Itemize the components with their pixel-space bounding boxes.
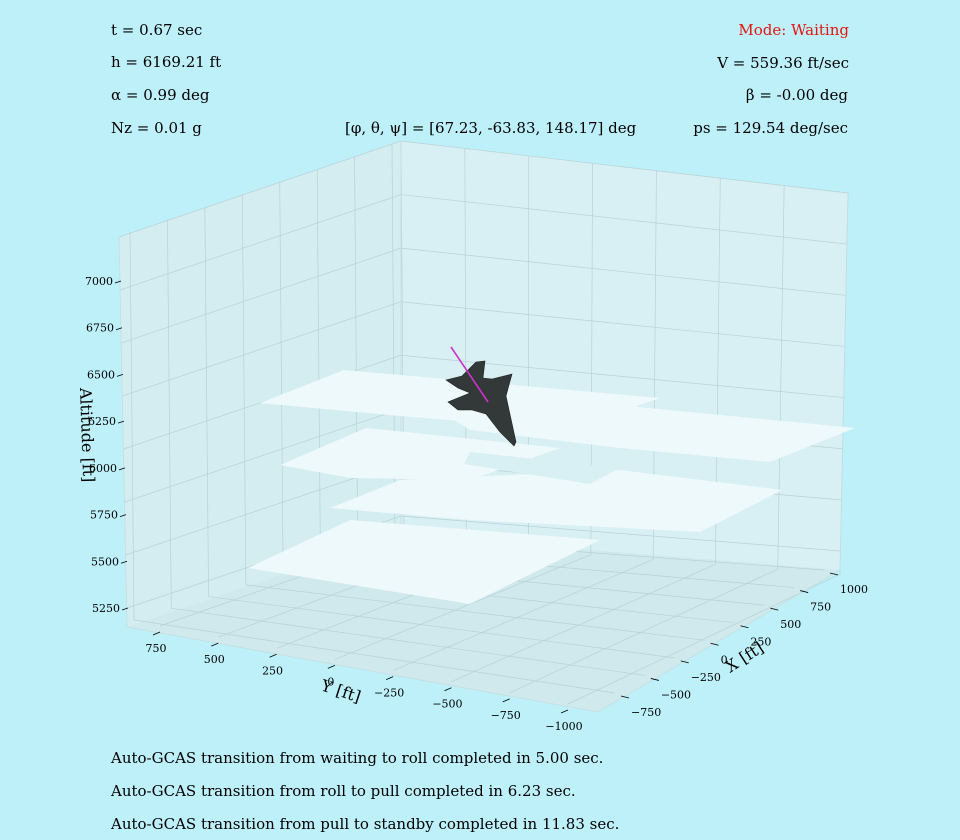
terrain-sheet <box>436 398 855 462</box>
z-axis-label: Altitude [ft] <box>76 386 98 482</box>
x-tick-mark <box>620 695 630 699</box>
y-tick-mark <box>211 642 219 647</box>
y-tick-mark <box>444 687 452 692</box>
terrain-sheet <box>330 470 782 532</box>
x-tick-label: 1000 <box>840 583 868 596</box>
x-tick-mark <box>800 590 809 593</box>
grid-line <box>204 206 209 597</box>
grid-line <box>245 584 705 641</box>
z-tick-label: 5500 <box>91 555 119 568</box>
aircraft <box>445 360 517 447</box>
y-axis-label: Y [ft] <box>318 675 363 706</box>
grid-line <box>133 619 616 694</box>
x-tick-label: −500 <box>661 688 691 701</box>
z-tick-mark <box>117 420 125 424</box>
z-axis-ticks: 5250 5500 5750 6000 6250 6500 6750 7000 <box>85 275 129 615</box>
nz-readout: Nz = 0.01 g <box>111 119 202 137</box>
y-tick-label: −500 <box>432 698 462 711</box>
y-tick-label: −250 <box>374 687 404 700</box>
x-tick-label: 250 <box>750 636 771 649</box>
y-tick-mark <box>385 676 394 680</box>
z-tick-mark <box>118 467 126 471</box>
z-tick-label: 6500 <box>87 368 115 381</box>
grid-line <box>316 169 321 562</box>
log-line: Auto-GCAS transition from waiting to rol… <box>111 749 604 767</box>
x-tick-label: −250 <box>691 671 721 684</box>
z-tick-mark <box>115 327 123 331</box>
z-tick-label: 5250 <box>92 602 120 615</box>
euler-readout: [φ, θ, ψ] = [67.23, -63.83, 148.17] deg <box>345 119 637 137</box>
back-left-pane <box>119 141 401 627</box>
y-tick-label: −1000 <box>545 720 582 733</box>
ps-readout: ps = 129.54 deg/sec <box>693 119 848 137</box>
box-edge <box>597 569 841 713</box>
box-edge <box>126 626 599 713</box>
log-line: Auto-GCAS transition from pull to standb… <box>111 815 620 833</box>
log-line: Auto-GCAS transition from roll to pull c… <box>111 782 576 800</box>
mode-status: Mode: Waiting <box>738 21 849 39</box>
grid-line <box>241 194 247 585</box>
box-edge <box>839 192 849 571</box>
y-tick-label: 250 <box>262 664 283 677</box>
grid-line <box>334 554 591 660</box>
grid-line <box>393 559 654 671</box>
y-tick-mark <box>560 709 569 714</box>
z-tick-label: 5750 <box>90 509 118 522</box>
trajectory-line <box>450 346 489 403</box>
grid-line <box>279 181 284 574</box>
x-tick-label: 500 <box>780 618 801 631</box>
time-readout: t = 0.67 sec <box>111 21 203 39</box>
grid-line <box>509 568 778 694</box>
y-tick-label: −750 <box>491 709 521 722</box>
terrain-sheet <box>248 520 600 604</box>
x-tick-label: −750 <box>631 706 661 719</box>
x-tick-mark <box>829 572 839 576</box>
y-tick-label: 0 <box>327 675 334 688</box>
y-tick-mark <box>152 631 161 636</box>
beta-readout: β = -0.00 deg <box>745 86 848 104</box>
grid-line <box>777 185 785 570</box>
grid-line <box>567 573 841 705</box>
x-tick-mark <box>710 642 719 646</box>
x-tick-mark <box>740 625 749 629</box>
grid-line <box>167 219 172 609</box>
y-tick-mark <box>269 653 277 658</box>
y-axis-ticks: 750 500 250 0 −250 −500 −750 −1000 <box>146 631 583 733</box>
z-tick-label: 6000 <box>89 462 117 475</box>
alpha-readout: α = 0.99 deg <box>111 86 210 104</box>
x-tick-mark <box>770 607 779 611</box>
grid-line <box>208 596 675 659</box>
altitude-readout: h = 6169.21 ft <box>111 53 222 71</box>
x-axis-label: X [ft] <box>722 638 767 676</box>
velocity-readout: V = 559.36 ft/sec <box>717 54 849 72</box>
grid-line <box>451 563 716 683</box>
grid-line <box>171 607 645 676</box>
y-tick-mark <box>327 665 336 669</box>
grid-line <box>354 156 359 550</box>
grid-line <box>129 231 135 621</box>
x-tick-label: 0 <box>721 653 728 666</box>
z-tick-mark <box>121 607 129 611</box>
y-tick-label: 750 <box>146 642 167 655</box>
x-tick-mark <box>650 678 659 681</box>
x-tick-label: 750 <box>810 601 831 614</box>
x-tick-mark <box>680 660 689 664</box>
z-tick-mark <box>116 374 124 377</box>
z-tick-label: 6250 <box>88 415 116 428</box>
z-tick-mark <box>119 514 127 517</box>
terrain <box>248 370 855 604</box>
floor-pane <box>127 535 840 712</box>
z-tick-mark <box>120 560 128 564</box>
y-tick-label: 500 <box>204 653 225 666</box>
y-tick-mark <box>502 698 510 703</box>
z-tick-mark <box>114 280 122 284</box>
terrain-gap <box>464 452 620 484</box>
z-tick-label: 6750 <box>86 322 114 335</box>
z-tick-label: 7000 <box>85 275 113 288</box>
